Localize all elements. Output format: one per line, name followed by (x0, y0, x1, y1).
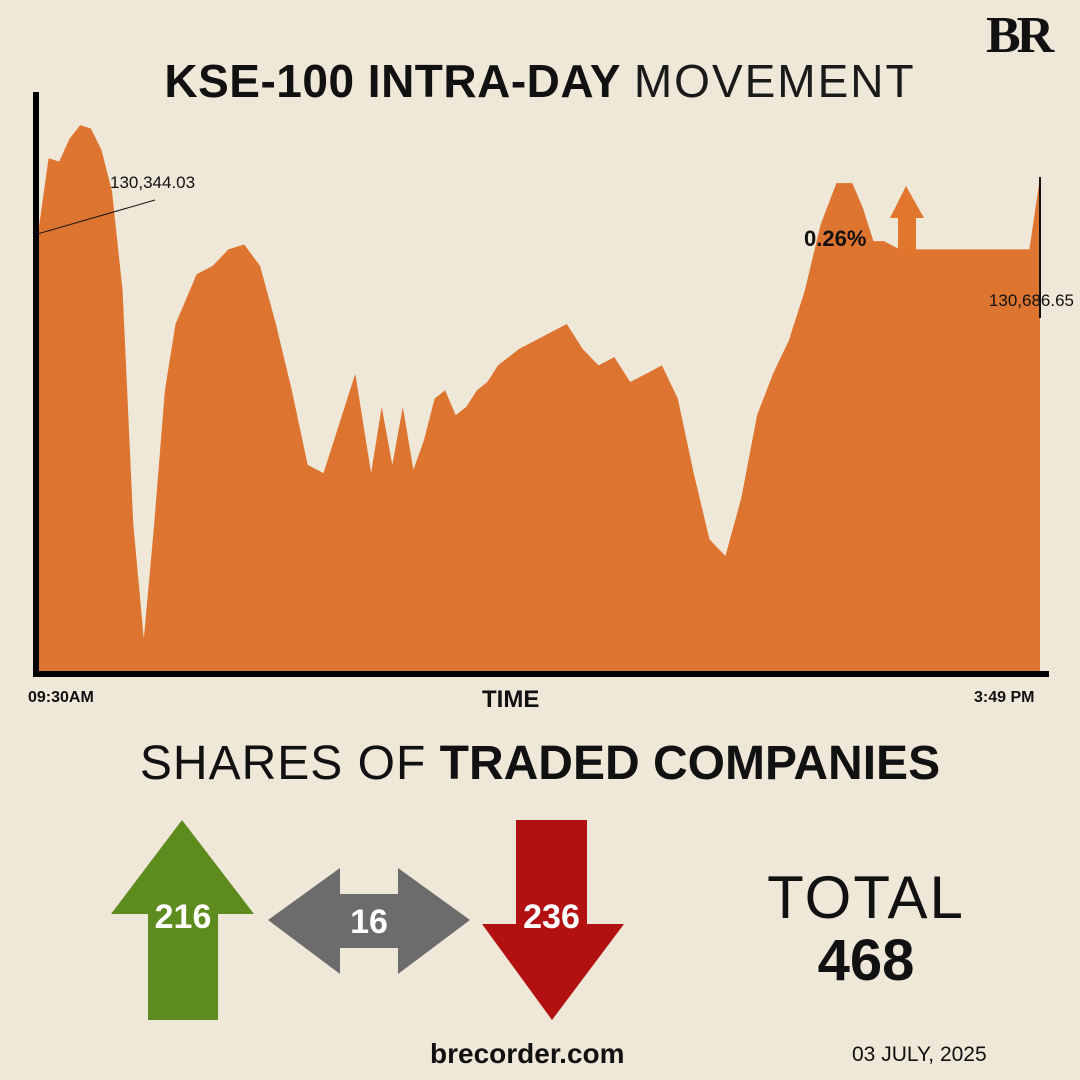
brand-logo: BR (986, 7, 1054, 64)
x-start-label: 09:30AM (28, 689, 94, 706)
x-axis-title: TIME (482, 686, 540, 713)
change-percent: 0.26% (804, 226, 866, 251)
total-label: TOTAL (767, 864, 965, 931)
close-value-label: 130,686.65 (989, 291, 1074, 310)
breadth-title-light: SHARES OF (139, 737, 427, 790)
website-link[interactable]: brecorder.com (430, 1038, 625, 1069)
change-indicator: 0.26% (804, 186, 924, 254)
advancers-count: 216 (154, 898, 212, 936)
breadth-title-bold: TRADED COMPANIES (439, 737, 941, 790)
open-value-label: 130,344.03 (110, 173, 195, 192)
chart-title-light: MOVEMENT (633, 55, 916, 107)
breadth-title: SHARES OF TRADED COMPANIES (0, 740, 1080, 788)
x-end-label: 3:49 PM (974, 689, 1035, 706)
kse100-area-series (38, 125, 1040, 673)
chart-title: KSE-100 INTRA-DAY MOVEMENT (0, 58, 1080, 104)
report-date: 03 JULY, 2025 (852, 1043, 987, 1066)
decliners-count: 236 (523, 898, 580, 936)
chart-title-bold: KSE-100 INTRA-DAY (164, 55, 622, 107)
change-up-arrow-icon (890, 186, 924, 254)
total-value: 468 (817, 928, 915, 993)
unchanged-count: 16 (350, 903, 388, 941)
open-leader-line (37, 199, 156, 235)
